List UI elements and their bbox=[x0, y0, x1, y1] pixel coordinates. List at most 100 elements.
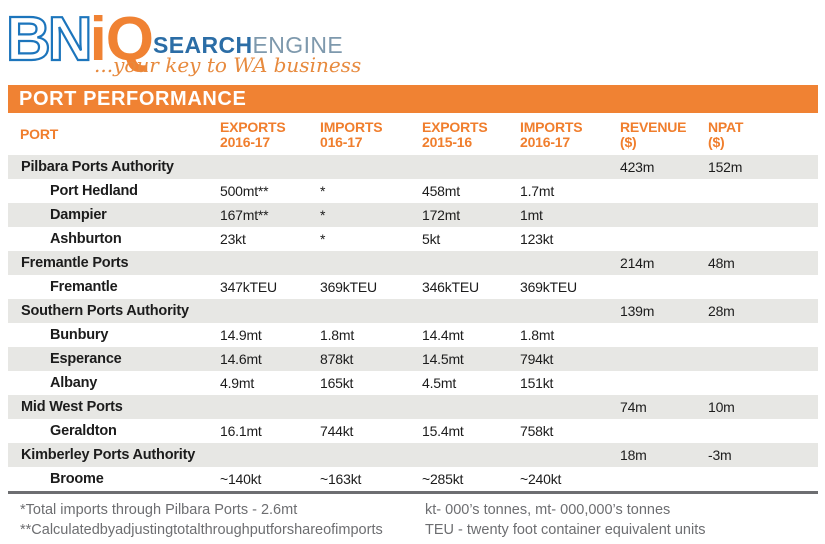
cell-value: 347kTEU bbox=[220, 279, 277, 295]
footnotes-right: kt- 000’s tonnes, mt- 000,000’s tonnes T… bbox=[425, 500, 705, 540]
cell-value bbox=[220, 155, 320, 179]
cell-value bbox=[708, 347, 818, 371]
cell-value: 458mt bbox=[422, 183, 460, 199]
cell-value: 758kt bbox=[520, 423, 554, 439]
column-header-npat: NPAT ($) bbox=[708, 113, 818, 155]
port-name: Fremantle bbox=[50, 279, 118, 295]
column-header-line2: 2015-16 bbox=[422, 134, 472, 150]
cell-value bbox=[422, 443, 520, 467]
cell-value: 48m bbox=[708, 255, 735, 271]
port-group-name: Kimberley Ports Authority bbox=[21, 447, 196, 463]
cell-value: 10m bbox=[708, 399, 735, 415]
port-name: Dampier bbox=[50, 207, 107, 223]
column-header-line1: PORT bbox=[20, 126, 59, 142]
port-group-name: Pilbara Ports Authority bbox=[21, 159, 174, 175]
cell-value: 152m bbox=[708, 159, 743, 175]
cell-value: 4.5mt bbox=[422, 375, 457, 391]
cell-value: 369kTEU bbox=[320, 279, 377, 295]
table-row: Albany 4.9mt 165kt 4.5mt 151kt bbox=[8, 371, 818, 395]
cell-value bbox=[520, 299, 620, 323]
cell-value bbox=[708, 371, 818, 395]
cell-value bbox=[620, 467, 708, 491]
cell-value: 14.5mt bbox=[422, 351, 464, 367]
cell-value bbox=[422, 395, 520, 419]
cell-value: 369kTEU bbox=[520, 279, 577, 295]
table-row: Fremantle 347kTEU 369kTEU 346kTEU 369kTEU bbox=[8, 275, 818, 299]
cell-value bbox=[708, 203, 818, 227]
port-name: Bunbury bbox=[50, 327, 109, 343]
table-row: Pilbara Ports Authority 423m 152m bbox=[8, 155, 818, 179]
column-header-imports-016-17: IMPORTS 016-17 bbox=[320, 113, 422, 155]
cell-value bbox=[520, 443, 620, 467]
table-row: Geraldton 16.1mt 744kt 15.4mt 758kt bbox=[8, 419, 818, 443]
cell-value: -3m bbox=[708, 447, 732, 463]
footnote-line: **Calculatedbyadjustingtotalthroughputfo… bbox=[20, 522, 383, 538]
cell-value bbox=[320, 395, 422, 419]
cell-value bbox=[708, 323, 818, 347]
cell-value: 878kt bbox=[320, 351, 354, 367]
cell-value: * bbox=[320, 183, 326, 199]
cell-value bbox=[708, 179, 818, 203]
port-name: Geraldton bbox=[50, 423, 117, 439]
table-row: Kimberley Ports Authority 18m -3m bbox=[8, 443, 818, 467]
cell-value: * bbox=[320, 207, 326, 223]
column-header-line1: REVENUE bbox=[620, 119, 687, 135]
logo-bn-letters: BN bbox=[5, 4, 94, 75]
cell-value bbox=[320, 443, 422, 467]
column-header-line2: 2016-17 bbox=[220, 134, 270, 150]
cell-value: ~240kt bbox=[520, 471, 562, 487]
logo-iq-letters: iQ bbox=[89, 5, 154, 74]
cell-value bbox=[520, 155, 620, 179]
cell-value bbox=[320, 251, 422, 275]
cell-value bbox=[422, 251, 520, 275]
cell-value: 744kt bbox=[320, 423, 354, 439]
cell-value bbox=[620, 227, 708, 251]
port-group-name: Fremantle Ports bbox=[21, 255, 129, 271]
footnote-line: kt- 000’s tonnes, mt- 000,000’s tonnes bbox=[425, 502, 671, 518]
cell-value bbox=[220, 299, 320, 323]
column-header-port: PORT bbox=[8, 113, 220, 155]
table-row: Mid West Ports 74m 10m bbox=[8, 395, 818, 419]
table-row: Broome ~140kt ~163kt ~285kt ~240kt bbox=[8, 467, 818, 491]
column-header-revenue: REVENUE ($) bbox=[620, 113, 708, 155]
cell-value bbox=[520, 251, 620, 275]
table-row: Ashburton 23kt * 5kt 123kt bbox=[8, 227, 818, 251]
cell-value bbox=[708, 467, 818, 491]
cell-value: 500mt** bbox=[220, 183, 269, 199]
cell-value: 14.6mt bbox=[220, 351, 262, 367]
cell-value bbox=[220, 251, 320, 275]
table-header-row: PORT EXPORTS 2016-17 IMPORTS 016-17 EXPO… bbox=[8, 113, 818, 155]
port-name: Albany bbox=[50, 375, 98, 391]
column-header-line1: IMPORTS bbox=[320, 119, 383, 135]
column-header-line2: 2016-17 bbox=[520, 134, 570, 150]
cell-value bbox=[422, 299, 520, 323]
port-name: Broome bbox=[50, 471, 104, 487]
column-header-exports-2016-17: EXPORTS 2016-17 bbox=[220, 113, 320, 155]
port-group-name: Mid West Ports bbox=[21, 399, 123, 415]
cell-value bbox=[520, 395, 620, 419]
cell-value: 14.9mt bbox=[220, 327, 262, 343]
logo-wordmark: SEARCHENGINE bbox=[153, 32, 343, 59]
cell-value: 1.8mt bbox=[320, 327, 355, 343]
logo-engine-word: ENGINE bbox=[252, 32, 344, 58]
table-row: Esperance 14.6mt 878kt 14.5mt 794kt bbox=[8, 347, 818, 371]
cell-value: 74m bbox=[620, 399, 647, 415]
cell-value bbox=[620, 371, 708, 395]
logo-search-word: SEARCH bbox=[153, 32, 253, 58]
table-row: Southern Ports Authority 139m 28m bbox=[8, 299, 818, 323]
table-row: Bunbury 14.9mt 1.8mt 14.4mt 1.8mt bbox=[8, 323, 818, 347]
cell-value: 123kt bbox=[520, 231, 554, 247]
column-header-line1: EXPORTS bbox=[220, 119, 286, 135]
cell-value: 165kt bbox=[320, 375, 354, 391]
port-name: Esperance bbox=[50, 351, 122, 367]
cell-value bbox=[708, 419, 818, 443]
footnote-line: *Total imports through Pilbara Ports - 2… bbox=[20, 502, 298, 518]
cell-value bbox=[620, 323, 708, 347]
cell-value bbox=[620, 275, 708, 299]
cell-value: ~140kt bbox=[220, 471, 262, 487]
cell-value bbox=[320, 155, 422, 179]
cell-value: 1mt bbox=[520, 207, 543, 223]
cell-value: 28m bbox=[708, 303, 735, 319]
column-header-line1: EXPORTS bbox=[422, 119, 488, 135]
cell-value: 16.1mt bbox=[220, 423, 262, 439]
